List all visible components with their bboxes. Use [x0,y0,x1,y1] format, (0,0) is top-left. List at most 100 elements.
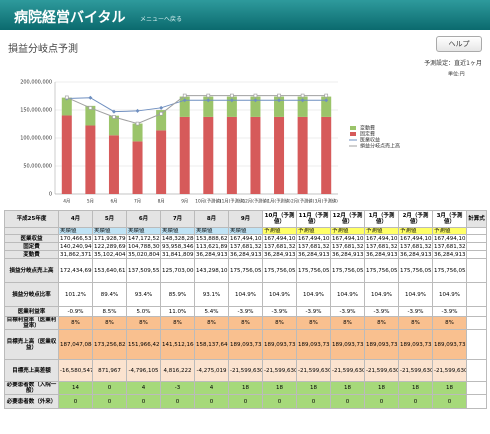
bar-segment [156,130,167,194]
forecast-setting: 予測設定：直近1ヶ月 [424,60,482,67]
data-cell: 36,284,913 [228,250,263,259]
data-cell: 36,284,913 [262,250,297,259]
data-cell: 5.0% [126,306,161,317]
data-row: 医業利益率 -0.9% 8.5% 5.0% 11.0% 5.4% -3.9% -3.9% -3.… [4,306,487,317]
bar-segment [85,125,96,194]
header-cell: 12月（予測値） [330,210,365,228]
data-cell: 36,284,913 [296,250,331,259]
data-cell: -3.9% [228,306,263,317]
data-cell: 147,172,522 [126,234,161,243]
x-tick-label: 5月 [87,199,94,205]
row-label: 必要患者数（外来） [4,394,59,409]
line [66,95,327,125]
legend-swatch [350,126,356,130]
row-label: 目標売上高差額 [4,359,59,382]
header-cell: 平成25年度 [4,210,59,228]
data-cell: 5.4% [194,306,229,317]
line-marker [64,95,69,100]
note-cell [466,359,487,382]
data-cell: 122,289,690 [92,242,127,251]
data-cell: 0 [126,394,161,409]
data-cell: 104.9% [364,282,399,307]
data-cell: 0 [160,394,195,409]
data-cell: 0 [432,394,467,409]
data-cell: 151,966,427 [126,329,161,360]
data-cell: 167,494,105 [364,234,399,243]
note-cell [466,316,487,330]
menu-link[interactable]: メニューへ戻る [140,16,183,23]
y-tick-label: 100,000,000 [20,136,52,142]
data-cell: 125,703,001 [160,258,195,283]
line-marker [300,98,305,103]
data-cell: 93,958,346 [160,242,195,251]
data-cell: 187,047,084 [58,329,93,360]
line-marker [206,98,211,103]
line-marker [324,98,329,103]
data-cell: 0 [228,394,263,409]
data-cell: 175,756,055 [228,258,263,283]
note-cell [466,242,487,251]
legend-label: 固定費 [360,131,375,138]
help-button[interactable]: ヘルプ [436,36,482,52]
status-cell: 実績値 [160,227,195,235]
x-tick-label: 3月(予測値) [315,198,339,205]
data-cell: -3.9% [296,306,331,317]
data-cell: -4,796,105 [126,359,161,382]
data-cell: 175,756,055 [364,258,399,283]
data-cell: 167,494,105 [330,234,365,243]
data-cell: 31,841,809 [160,250,195,259]
header-cell: 3月（予測値） [432,210,467,228]
header-cell: 11月（予測値） [296,210,331,228]
status-blank [4,227,59,235]
data-cell: 170,466,537 [58,234,93,243]
y-tick-label: 0 [49,192,52,198]
data-cell: 148,328,286 [160,234,195,243]
unit-label: 単位:円 [448,71,465,78]
data-cell: 8% [58,316,93,330]
data-cell: 85.9% [160,282,195,307]
legend-label: 医業収益 [360,137,380,144]
data-cell: 0 [296,394,331,409]
status-cell: 予測値 [398,227,433,235]
data-cell: 35,102,404 [92,250,127,259]
data-cell: 137,681,323 [364,242,399,251]
data-cell: -21,599,630 [364,359,399,382]
line-marker [159,111,163,116]
data-row: 変動費 31,862,371 35,102,404 35,020,804 31,841,… [4,250,487,259]
chart: 単位:円 0 50,000,000 100,000,000 150,000,000 20… [20,71,465,205]
data-cell: -3.9% [398,306,433,317]
page-title: 損益分岐点予測 [8,44,78,55]
bar-segment [226,96,237,117]
data-row: 損益分岐点売上高 172,434,696 153,640,612 137,509,55… [4,258,487,283]
data-cell: 137,681,323 [228,242,263,251]
data-cell: 18 [432,381,467,395]
note-cell [466,306,487,317]
data-cell: 0 [58,394,93,409]
data-row: 必要患者数（外来） 0 0 0 0 0 0 0 0 0 0 0 0 [4,394,487,409]
row-label: 目標利益率（医業利益率） [4,316,59,330]
data-cell: 173,256,823 [92,329,127,360]
data-table: 平成25年度 4月 5月 6月 7月 8月 9月 10月（予測値） 11月（予測値） 12月（予測… [4,210,487,409]
y-tick-label: 150,000,000 [20,108,52,114]
row-label: 固定費 [4,242,59,251]
data-cell: 14 [58,381,93,395]
legend-label: 変動費 [360,125,375,132]
data-row: 目標売上高差額 -16,580,547 871,967 -4,796,105 4,816… [4,359,487,382]
note-cell [466,329,487,360]
header-row: 平成25年度 4月 5月 6月 7月 8月 9月 10月（予測値） 11月（予測値） 12月（予測… [4,210,487,228]
data-cell: 104,788,309 [126,242,161,251]
data-cell: 0 [398,394,433,409]
header-cell: 5月 [92,210,127,228]
data-cell: 167,494,105 [228,234,263,243]
status-cell: 予測値 [330,227,365,235]
data-cell: 0 [330,394,365,409]
header-cell: 計算式 [466,210,487,228]
row-label: 損益分岐点比率 [4,282,59,307]
data-cell: -3 [160,381,195,395]
x-tick-label: 2月(予測値) [291,198,315,205]
row-label: 医業利益率 [4,306,59,317]
row-label: 損益分岐点売上高 [4,258,59,283]
data-cell: 8% [398,316,433,330]
data-cell: 18 [228,381,263,395]
line-marker [324,93,329,98]
